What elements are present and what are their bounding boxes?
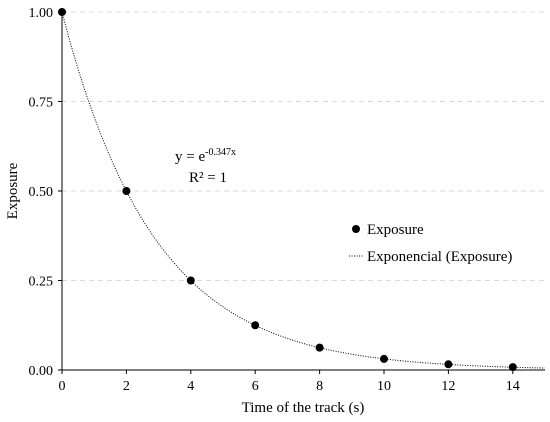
data-point bbox=[380, 354, 388, 363]
y-tick-label: 0.50 bbox=[29, 185, 54, 200]
x-tick-label: 14 bbox=[506, 379, 520, 394]
y-axis-title: Exposure bbox=[5, 162, 21, 219]
data-point bbox=[58, 8, 66, 16]
data-point bbox=[251, 321, 260, 330]
y-tick-label: 0.00 bbox=[29, 364, 54, 379]
data-points bbox=[58, 8, 517, 372]
equation-text: y = e-0.347x bbox=[175, 147, 236, 165]
x-tick-label: 0 bbox=[59, 379, 66, 394]
y-tick-label: 1.00 bbox=[29, 6, 54, 21]
trendline-group bbox=[61, 11, 546, 369]
y-tick-label: 0.75 bbox=[29, 96, 54, 111]
equation-base: y = e bbox=[175, 149, 205, 165]
x-tick-label: 12 bbox=[441, 379, 455, 394]
data-point bbox=[315, 343, 324, 352]
gridlines bbox=[62, 11, 545, 281]
y-tick-label: 0.25 bbox=[29, 275, 54, 290]
data-point bbox=[186, 276, 195, 285]
x-axis-title: Time of the track (s) bbox=[242, 400, 365, 416]
data-point bbox=[508, 363, 517, 372]
tick-marks bbox=[58, 11, 514, 374]
data-point bbox=[122, 187, 131, 195]
data-point bbox=[444, 360, 453, 369]
equation-annotation: y = e-0.347x R² = 1 bbox=[175, 147, 236, 186]
legend-label-exposure: Exposure bbox=[367, 222, 424, 238]
legend: Exposure Exponencial (Exposure) bbox=[349, 222, 512, 265]
r-squared-text: R² = 1 bbox=[189, 170, 227, 186]
x-tick-label: 6 bbox=[252, 379, 259, 394]
legend-label-trendline: Exponencial (Exposure) bbox=[367, 249, 512, 265]
legend-marker-exposure bbox=[352, 225, 360, 233]
x-tick-label: 10 bbox=[377, 379, 391, 394]
equation-exponent: -0.347x bbox=[205, 147, 236, 158]
x-tick-label: 2 bbox=[123, 379, 130, 394]
x-tick-label: 8 bbox=[316, 379, 323, 394]
trendline-exponential bbox=[61, 11, 546, 369]
x-tick-label: 4 bbox=[187, 379, 194, 394]
